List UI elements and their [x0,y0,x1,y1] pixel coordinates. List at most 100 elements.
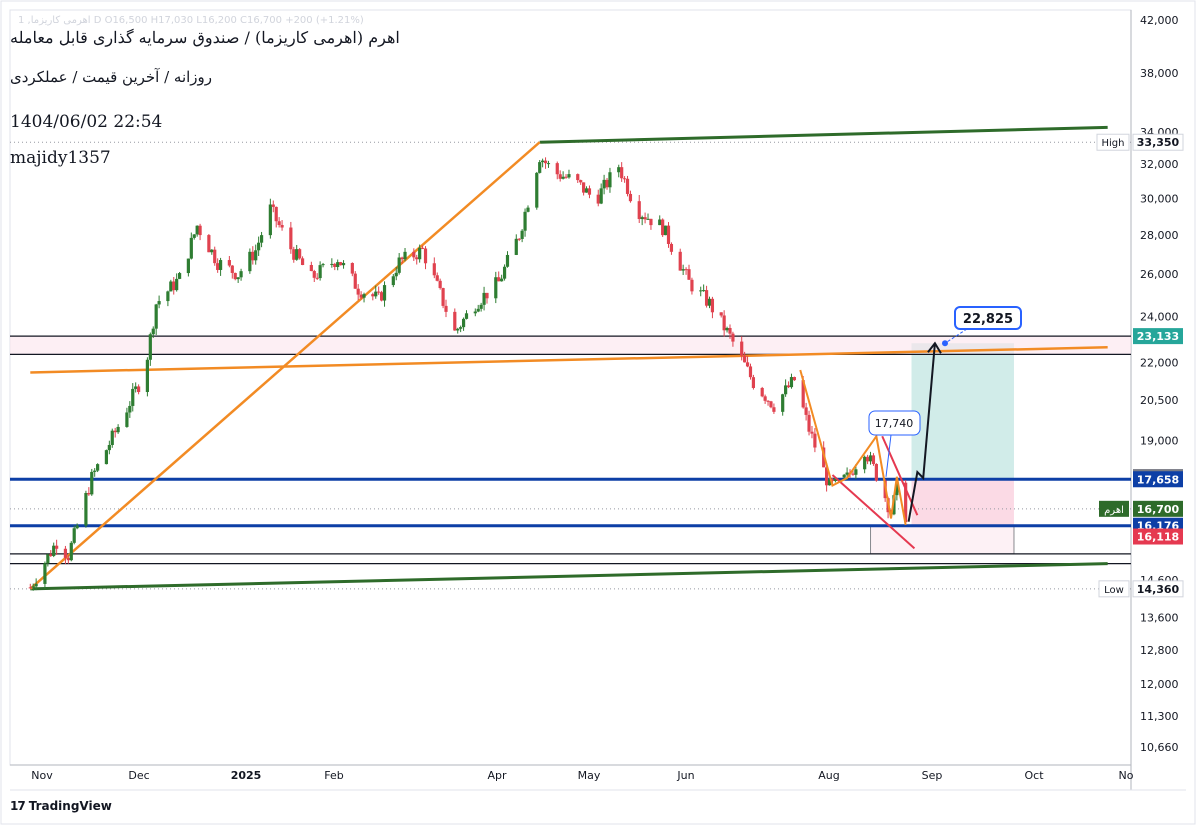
x-tick-label: 2025 [231,769,262,782]
y-tick-label: 12,800 [1140,644,1179,657]
candle-body [154,304,158,329]
price-label-value: 16,700 [1137,503,1180,516]
candle-body [382,285,387,301]
candle-body [497,277,501,282]
chart-subtitle: روزانه / آخرین قیمت / عملکردی [10,68,213,86]
y-tick-label: 13,600 [1140,612,1179,625]
candle-body [473,311,477,314]
candle-body [356,288,360,295]
candle-body [854,469,858,475]
candle-body [333,263,337,268]
candle-body [432,263,436,276]
candle-body [46,554,50,564]
chart-title: اهرم (اهرمی کاریزما) / صندوق سرمایه گذار… [10,28,400,47]
candle-body [608,172,612,188]
candle-body [745,362,750,367]
price-label-box [1133,328,1183,345]
candle-body [538,162,542,173]
candle-body [300,258,305,266]
price-label-box [1133,528,1183,545]
candle-body [740,341,744,356]
candle-body [479,304,483,309]
candle-body [663,225,668,236]
candle-body [640,217,644,220]
y-tick-label: 38,000 [1140,67,1179,80]
candle-body [277,221,281,226]
candle-body [280,225,284,228]
tradingview-brand[interactable]: 17 TradingView [10,799,112,813]
candle-body [751,377,756,388]
candle-body [546,163,551,165]
candle-body [766,400,770,402]
candle-body [186,258,190,274]
candle-body [312,271,316,278]
candle-body [681,269,685,271]
wedge-lower-line [831,474,916,550]
x-tick-label: Feb [324,769,343,782]
candle-body [93,470,97,472]
price-label-box [1133,471,1183,488]
candle-body [743,355,747,363]
candle-body [254,250,258,261]
candle-body [637,201,641,220]
candle-body [476,308,480,312]
candle-body [66,557,70,561]
candle-body [233,272,237,280]
candle-body [207,235,211,253]
candle-body [784,385,788,395]
candle-body [827,479,832,486]
candle-body [134,386,138,389]
candle-body [505,254,510,267]
candle-body [485,292,489,299]
candle-body [763,396,767,401]
candle-body [444,305,448,312]
x-tick-label: Apr [487,769,507,782]
candle-body [49,554,53,556]
candle-body [441,288,445,306]
y-tick-label: 32,000 [1140,158,1179,171]
candle-body [825,467,829,486]
candle-body [34,583,38,587]
candle-body [874,463,878,481]
tradingview-logo-icon: 17 [10,799,26,813]
candle-body [380,292,384,301]
candle-body [412,251,416,258]
candle-body [274,206,278,222]
candle-body [271,204,275,207]
candle-body [464,313,469,319]
target-callout-dot [942,340,948,347]
y-tick-label: 10,660 [1140,741,1179,754]
candle-body [564,176,568,178]
candle-body [295,249,299,260]
candle-body [690,279,694,292]
x-tick-label: Dec [128,769,149,782]
candle-body [842,474,846,478]
candle-body [230,265,234,273]
candle-body [145,359,149,393]
candle-body [116,426,120,433]
x-tick-label: No [1119,769,1134,782]
candle-body [137,386,141,393]
y-tick-label: 30,000 [1140,192,1179,205]
candle-body [248,251,252,272]
candle-body [704,290,709,306]
candle-body [666,225,671,244]
candle-body [107,444,111,451]
demand-box [870,525,1015,555]
candle-body [851,473,855,475]
candle-body [567,174,571,178]
candle-body [315,277,319,279]
candle-body [772,407,776,412]
candle-body [789,377,794,388]
candle-body [175,278,179,291]
stop-zone [911,479,1014,526]
candle-body [350,263,354,274]
candle-body [868,455,873,462]
candle-body [75,525,79,529]
candle-body [403,251,407,260]
candle-body [456,328,460,331]
candle-body [526,207,530,212]
candle-body [289,227,293,250]
